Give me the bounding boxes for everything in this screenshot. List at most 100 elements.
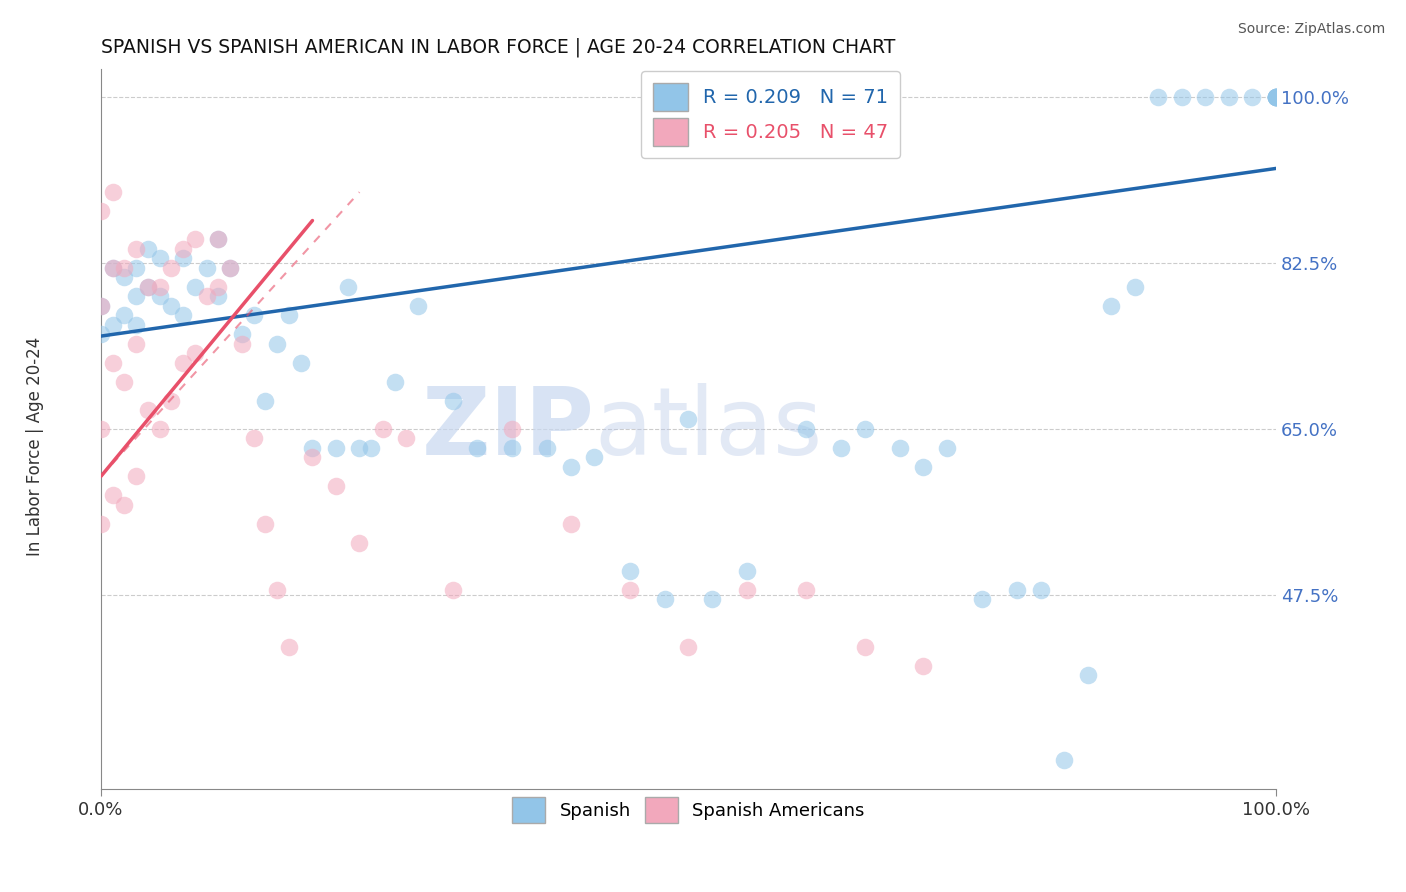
Point: [114, 270, 136, 285]
Point: [1265, 90, 1288, 104]
Point: [443, 393, 465, 408]
Point: [1265, 90, 1288, 104]
Point: [290, 356, 312, 370]
Point: [1194, 90, 1216, 104]
Point: [583, 450, 606, 465]
Point: [501, 441, 523, 455]
Point: [536, 441, 558, 455]
Point: [219, 260, 242, 275]
Point: [349, 441, 371, 455]
Point: [125, 289, 148, 303]
Point: [207, 232, 229, 246]
Point: [853, 640, 876, 654]
Point: [278, 308, 301, 322]
Text: atlas: atlas: [595, 383, 823, 475]
Point: [101, 185, 124, 199]
Point: [794, 582, 817, 597]
Point: [101, 356, 124, 370]
Point: [242, 308, 264, 322]
Point: [1265, 90, 1288, 104]
Point: [1171, 90, 1194, 104]
Point: [172, 242, 194, 256]
Point: [406, 299, 429, 313]
Point: [90, 299, 112, 313]
Point: [889, 441, 911, 455]
Point: [114, 375, 136, 389]
Point: [207, 280, 229, 294]
Point: [242, 431, 264, 445]
Point: [619, 564, 641, 578]
Point: [254, 516, 277, 531]
Point: [114, 308, 136, 322]
Point: [136, 242, 159, 256]
Point: [336, 280, 359, 294]
Point: [266, 336, 288, 351]
Point: [735, 582, 758, 597]
Point: [125, 336, 148, 351]
Point: [125, 318, 148, 332]
Point: [1007, 582, 1029, 597]
Point: [172, 356, 194, 370]
Point: [371, 422, 394, 436]
Point: [1029, 582, 1052, 597]
Point: [501, 422, 523, 436]
Point: [114, 260, 136, 275]
Point: [184, 280, 207, 294]
Point: [384, 375, 406, 389]
Point: [125, 469, 148, 483]
Point: [136, 280, 159, 294]
Point: [1077, 668, 1099, 682]
Point: [1241, 90, 1264, 104]
Point: [443, 582, 465, 597]
Point: [560, 459, 582, 474]
Point: [1218, 90, 1240, 104]
Point: [972, 592, 994, 607]
Point: [149, 252, 172, 266]
Point: [912, 658, 935, 673]
Point: [184, 232, 207, 246]
Point: [1053, 754, 1076, 768]
Point: [160, 393, 183, 408]
Point: [101, 260, 124, 275]
Point: [254, 393, 277, 408]
Point: [114, 498, 136, 512]
Point: [184, 346, 207, 360]
Point: [136, 280, 159, 294]
Point: [207, 232, 229, 246]
Point: [1265, 90, 1288, 104]
Point: [853, 422, 876, 436]
Point: [560, 516, 582, 531]
Point: [794, 422, 817, 436]
Point: [231, 327, 253, 342]
Text: In Labor Force | Age 20-24: In Labor Force | Age 20-24: [27, 336, 44, 556]
Point: [90, 204, 112, 219]
Point: [90, 327, 112, 342]
Point: [700, 592, 723, 607]
Point: [678, 640, 700, 654]
Point: [735, 564, 758, 578]
Point: [278, 640, 301, 654]
Point: [325, 479, 347, 493]
Text: Source: ZipAtlas.com: Source: ZipAtlas.com: [1237, 22, 1385, 37]
Point: [1265, 90, 1288, 104]
Point: [1147, 90, 1170, 104]
Point: [219, 260, 242, 275]
Point: [149, 280, 172, 294]
Point: [125, 242, 148, 256]
Point: [90, 299, 112, 313]
Point: [160, 260, 183, 275]
Point: [1265, 90, 1288, 104]
Point: [125, 260, 148, 275]
Point: [160, 299, 183, 313]
Point: [395, 431, 418, 445]
Point: [1265, 90, 1288, 104]
Point: [149, 422, 172, 436]
Point: [619, 582, 641, 597]
Point: [912, 459, 935, 474]
Point: [301, 441, 323, 455]
Point: [360, 441, 382, 455]
Point: [231, 336, 253, 351]
Point: [1123, 280, 1146, 294]
Point: [266, 582, 288, 597]
Point: [195, 260, 218, 275]
